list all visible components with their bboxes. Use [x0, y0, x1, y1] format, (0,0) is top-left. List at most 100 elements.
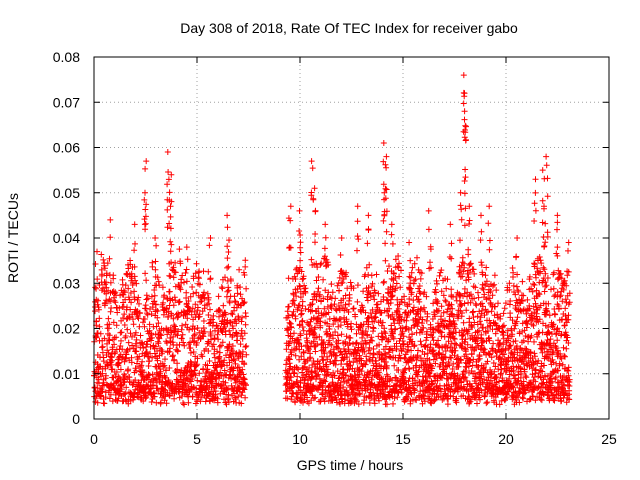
- data-point: [541, 266, 548, 273]
- data-point: [370, 325, 377, 332]
- data-point: [343, 387, 350, 394]
- data-point: [484, 358, 491, 365]
- data-point: [108, 305, 115, 311]
- data-point: [361, 348, 368, 355]
- data-point: [334, 282, 341, 289]
- data-point: [498, 366, 505, 373]
- data-point: [486, 283, 492, 290]
- data-point: [383, 186, 390, 193]
- data-point: [297, 232, 304, 238]
- data-point: [132, 365, 139, 372]
- data-point: [189, 376, 196, 382]
- data-point: [336, 274, 343, 281]
- data-point: [562, 353, 568, 360]
- data-point: [368, 334, 375, 341]
- data-point: [320, 295, 327, 302]
- data-point: [415, 368, 422, 375]
- data-point: [181, 342, 188, 349]
- data-point: [155, 340, 162, 347]
- data-point: [130, 316, 136, 323]
- data-point: [206, 300, 212, 307]
- data-point: [461, 190, 468, 197]
- data-point: [530, 281, 537, 287]
- data-point: [294, 383, 301, 389]
- data-point: [462, 345, 468, 352]
- data-point: [506, 280, 513, 287]
- data-point: [372, 289, 378, 296]
- data-point: [312, 231, 319, 237]
- data-point: [514, 349, 521, 356]
- data-point: [543, 162, 550, 169]
- data-point: [291, 301, 298, 308]
- data-point: [153, 282, 160, 289]
- data-point: [442, 297, 449, 304]
- data-point: [335, 337, 342, 344]
- data-point: [183, 244, 190, 251]
- data-point: [297, 239, 304, 246]
- data-point: [367, 290, 374, 297]
- data-point: [119, 353, 126, 360]
- data-point: [197, 299, 204, 305]
- data-point: [320, 276, 327, 283]
- data-point: [519, 298, 526, 304]
- data-point: [160, 363, 167, 370]
- data-point: [175, 328, 182, 335]
- data-point: [299, 276, 306, 283]
- axis-ticks: [93, 56, 610, 420]
- data-point: [226, 237, 232, 244]
- data-point: [360, 331, 367, 337]
- data-point: [298, 395, 305, 402]
- data-point: [455, 363, 462, 370]
- data-point: [221, 357, 228, 364]
- data-point: [553, 345, 560, 351]
- data-point: [529, 288, 536, 295]
- data-point: [92, 370, 99, 377]
- data-point: [565, 372, 572, 379]
- data-point: [348, 373, 354, 380]
- data-point: [458, 379, 465, 386]
- data-point: [201, 289, 207, 296]
- data-point: [338, 235, 345, 241]
- data-point: [566, 290, 573, 297]
- data-point: [140, 319, 146, 326]
- data-point: [406, 301, 413, 308]
- data-point: [417, 338, 424, 345]
- data-point: [476, 318, 483, 325]
- data-point: [462, 174, 469, 181]
- data-point: [131, 247, 138, 254]
- data-point: [131, 288, 138, 295]
- data-point: [341, 307, 348, 314]
- data-point: [285, 275, 292, 282]
- data-point: [130, 321, 137, 328]
- data-point: [314, 264, 321, 271]
- data-point: [431, 388, 438, 395]
- data-point: [333, 357, 339, 364]
- data-point: [380, 389, 387, 396]
- data-point: [181, 279, 187, 286]
- data-point: [500, 322, 507, 329]
- data-point: [544, 175, 551, 182]
- data-point: [188, 361, 195, 368]
- data-point: [152, 301, 159, 308]
- data-point: [554, 219, 561, 226]
- data-point: [239, 314, 246, 321]
- data-point: [129, 382, 136, 388]
- data-point: [316, 375, 323, 382]
- data-point: [492, 330, 499, 337]
- data-point: [370, 292, 377, 299]
- data-point: [443, 298, 449, 305]
- data-point: [394, 394, 401, 401]
- data-point: [424, 350, 431, 357]
- data-point: [242, 257, 249, 264]
- data-point: [500, 341, 507, 348]
- data-point: [491, 281, 498, 288]
- data-point: [229, 343, 236, 349]
- data-point: [512, 291, 519, 298]
- data-point: [491, 272, 498, 279]
- data-point: [409, 331, 416, 338]
- data-point: [464, 330, 471, 337]
- data-point: [339, 279, 346, 286]
- data-point: [301, 363, 308, 370]
- data-point: [297, 257, 304, 264]
- data-point: [389, 347, 396, 354]
